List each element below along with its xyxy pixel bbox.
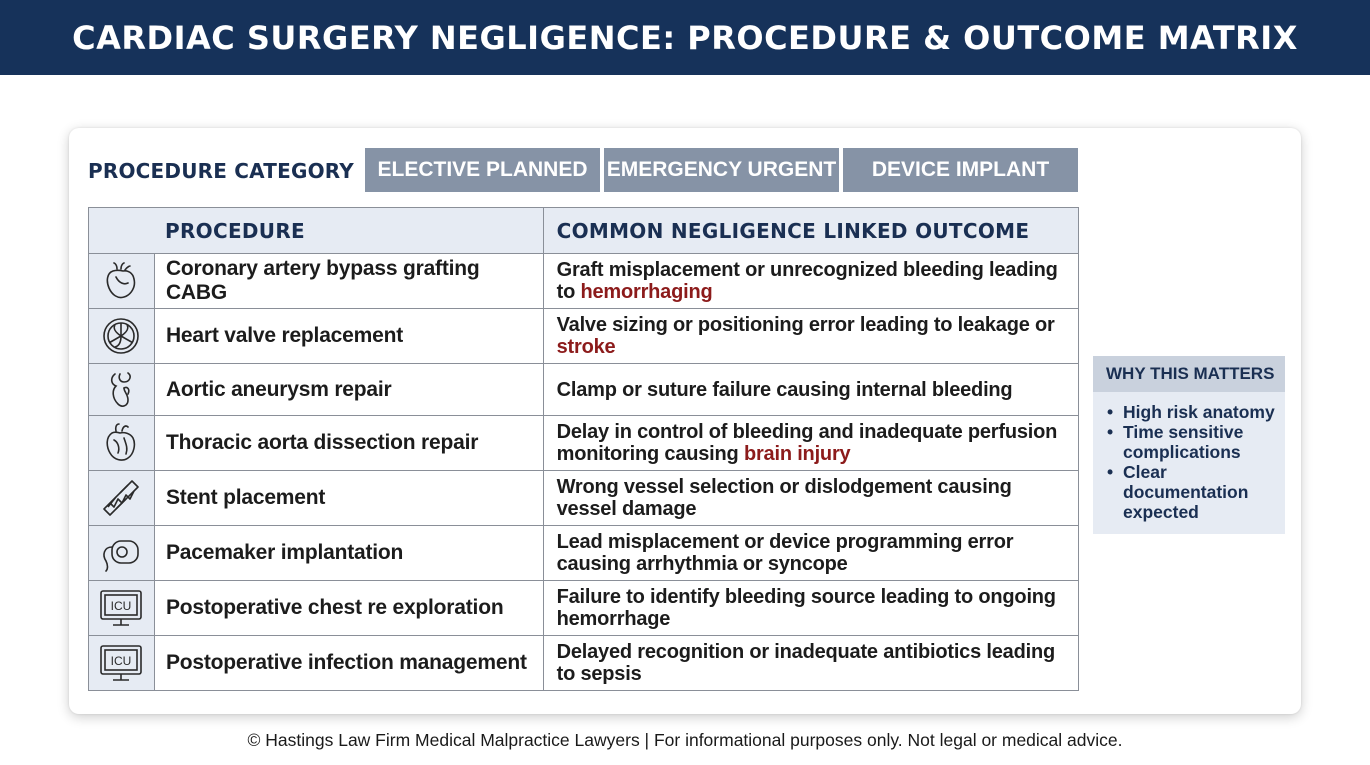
outcome-highlight: hemorrhaging (580, 281, 713, 303)
page-header: CARDIAC SURGERY NEGLIGENCE: PROCEDURE & … (0, 0, 1370, 75)
stent-icon (88, 470, 155, 526)
procedure-name: Postoperative chest re exploration (153, 580, 544, 636)
outcome-text: Delay in control of bleeding and inadequ… (556, 421, 1058, 465)
outcome-highlight: brain injury (743, 443, 851, 465)
procedure-name: Coronary artery bypass grafting CABG (153, 253, 544, 309)
procedure-column-header: PROCEDURE (88, 207, 544, 254)
table-row: Aortic aneurysm repair Clamp or suture f… (88, 363, 1080, 416)
page-title: CARDIAC SURGERY NEGLIGENCE: PROCEDURE & … (72, 18, 1298, 57)
tab-emergency-urgent[interactable]: EMERGENCY URGENT (604, 148, 839, 192)
footer-disclaimer: © Hastings Law Firm Medical Malpractice … (247, 730, 1123, 750)
outcome-description: Delay in control of bleeding and inadequ… (542, 415, 1080, 471)
icu-monitor-icon: ICU (88, 635, 155, 691)
valve-icon (88, 308, 155, 364)
table-row: Pacemaker implantation Lead misplacement… (88, 525, 1080, 581)
table-row: Thoracic aorta dissection repair Delay i… (88, 415, 1080, 471)
outcome-text: Wrong vessel selection or dislodgement c… (556, 476, 1012, 520)
outcome-text: Delayed recognition or inadequate antibi… (556, 641, 1056, 685)
list-item: Clear documentation expected (1105, 462, 1277, 522)
list-item: High risk anatomy (1105, 402, 1277, 422)
icu-label: ICU (111, 599, 132, 613)
list-item: Time sensitive complications (1105, 422, 1277, 462)
procedure-name: Postoperative infection management (153, 635, 544, 691)
outcome-text: Lead misplacement or device programming … (556, 531, 1014, 575)
outcome-text: Failure to identify bleeding source lead… (556, 586, 1056, 630)
table-row: Stent placement Wrong vessel selection o… (88, 470, 1080, 526)
outcome-description: Failure to identify bleeding source lead… (542, 580, 1080, 636)
aorta-icon (88, 363, 155, 416)
procedure-category-label: PROCEDURE CATEGORY (88, 159, 354, 183)
pacemaker-icon (88, 525, 155, 581)
procedure-name: Thoracic aorta dissection repair (153, 415, 544, 471)
procedure-outcome-table: PROCEDURE COMMON NEGLIGENCE LINKED OUTCO… (88, 207, 1080, 691)
icu-monitor-icon: ICU (88, 580, 155, 636)
outcome-description: Wrong vessel selection or dislodgement c… (542, 470, 1080, 526)
table-row: Heart valve replacement Valve sizing or … (88, 308, 1080, 364)
outcome-text: Valve sizing or positioning error leadin… (556, 314, 1055, 336)
procedure-name: Stent placement (153, 470, 544, 526)
procedure-name: Pacemaker implantation (153, 525, 544, 581)
outcome-description: Lead misplacement or device programming … (542, 525, 1080, 581)
procedure-name: Aortic aneurysm repair (153, 363, 544, 416)
outcome-text: Graft misplacement or unrecognized bleed… (556, 259, 1058, 303)
outcome-column-header: COMMON NEGLIGENCE LINKED OUTCOME (542, 207, 1080, 254)
outcome-highlight: stroke (556, 336, 616, 358)
table-row: ICU Postoperative infection management D… (88, 635, 1080, 691)
table-row: Coronary artery bypass grafting CABG Gra… (88, 253, 1080, 309)
outcome-text: Clamp or suture failure causing internal… (556, 378, 1013, 401)
outcome-description: Graft misplacement or unrecognized bleed… (542, 253, 1080, 309)
procedure-name: Heart valve replacement (153, 308, 544, 364)
heart-icon (88, 253, 155, 309)
why-this-matters-title: WHY THIS MATTERS (1093, 356, 1285, 392)
table-header-row: PROCEDURE COMMON NEGLIGENCE LINKED OUTCO… (88, 207, 1080, 254)
outcome-description: Delayed recognition or inadequate antibi… (542, 635, 1080, 691)
outcome-description: Valve sizing or positioning error leadin… (542, 308, 1080, 364)
why-this-matters-panel: WHY THIS MATTERS High risk anatomy Time … (1093, 356, 1285, 534)
icu-label: ICU (111, 654, 132, 668)
heart-anatomy-icon (88, 415, 155, 471)
outcome-description: Clamp or suture failure causing internal… (542, 363, 1080, 416)
tab-elective-planned[interactable]: ELECTIVE PLANNED (365, 148, 600, 192)
why-this-matters-list: High risk anatomy Time sensitive complic… (1093, 392, 1285, 522)
table-row: ICU Postoperative chest re exploration F… (88, 580, 1080, 636)
tab-device-implant[interactable]: DEVICE IMPLANT (843, 148, 1078, 192)
